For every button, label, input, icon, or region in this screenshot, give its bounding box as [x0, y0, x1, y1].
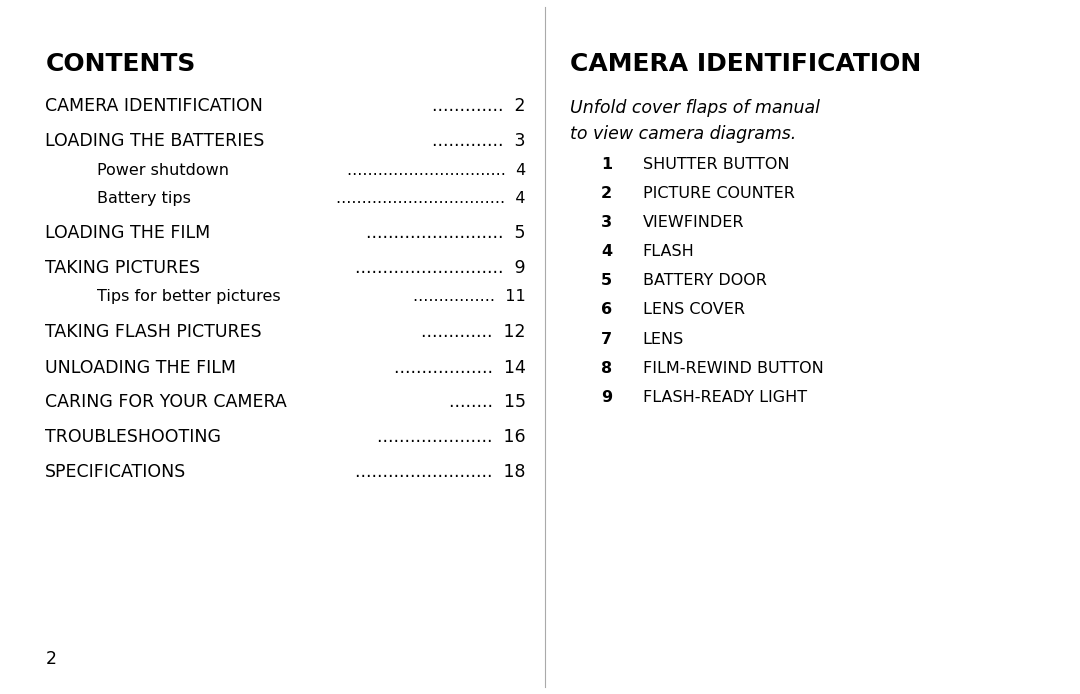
Text: 4: 4: [602, 244, 612, 259]
Text: CAMERA IDENTIFICATION: CAMERA IDENTIFICATION: [570, 52, 921, 76]
Text: 3: 3: [602, 215, 612, 230]
Text: ..................  14: .................. 14: [394, 359, 526, 377]
Text: SHUTTER BUTTON: SHUTTER BUTTON: [643, 157, 789, 171]
Text: .................................  4: ................................. 4: [337, 191, 526, 205]
Text: 1: 1: [602, 157, 612, 171]
Text: TAKING FLASH PICTURES: TAKING FLASH PICTURES: [45, 323, 262, 341]
Text: LENS COVER: LENS COVER: [643, 303, 744, 317]
Text: 5: 5: [602, 273, 612, 288]
Text: .............  12: ............. 12: [421, 323, 526, 341]
Text: 6: 6: [602, 303, 612, 317]
Text: TAKING PICTURES: TAKING PICTURES: [45, 259, 201, 277]
Text: BATTERY DOOR: BATTERY DOOR: [643, 273, 767, 288]
Text: TROUBLESHOOTING: TROUBLESHOOTING: [45, 428, 221, 446]
Text: LOADING THE FILM: LOADING THE FILM: [45, 224, 211, 242]
Text: LOADING THE BATTERIES: LOADING THE BATTERIES: [45, 132, 265, 150]
Text: ...........................  9: ........................... 9: [355, 259, 526, 277]
Text: Battery tips: Battery tips: [97, 191, 191, 205]
Text: FILM-REWIND BUTTON: FILM-REWIND BUTTON: [643, 361, 823, 375]
Text: ...............................  4: ............................... 4: [347, 163, 526, 178]
Text: PICTURE COUNTER: PICTURE COUNTER: [643, 186, 795, 201]
Text: 7: 7: [602, 332, 612, 346]
Text: Tips for better pictures: Tips for better pictures: [97, 289, 281, 304]
Text: CAMERA IDENTIFICATION: CAMERA IDENTIFICATION: [45, 97, 264, 115]
Text: 2: 2: [602, 186, 612, 201]
Text: VIEWFINDER: VIEWFINDER: [643, 215, 744, 230]
Text: SPECIFICATIONS: SPECIFICATIONS: [45, 464, 187, 482]
Text: 9: 9: [602, 390, 612, 405]
Text: LENS: LENS: [643, 332, 684, 346]
Text: .........................  5: ......................... 5: [366, 224, 526, 242]
Text: Power shutdown: Power shutdown: [97, 163, 229, 178]
Text: FLASH: FLASH: [643, 244, 694, 259]
Text: FLASH-READY LIGHT: FLASH-READY LIGHT: [643, 390, 807, 405]
Text: 8: 8: [602, 361, 612, 375]
Text: CONTENTS: CONTENTS: [45, 52, 195, 76]
Text: 2: 2: [45, 650, 56, 668]
Text: ................  11: ................ 11: [414, 289, 526, 304]
Text: UNLOADING THE FILM: UNLOADING THE FILM: [45, 359, 237, 377]
Text: Unfold cover flaps of manual: Unfold cover flaps of manual: [570, 99, 820, 117]
Text: .........................  18: ......................... 18: [355, 464, 526, 482]
Text: .............  2: ............. 2: [432, 97, 526, 115]
Text: .............  3: ............. 3: [432, 132, 526, 150]
Text: CARING FOR YOUR CAMERA: CARING FOR YOUR CAMERA: [45, 393, 287, 412]
Text: .....................  16: ..................... 16: [377, 428, 526, 446]
Text: ........  15: ........ 15: [449, 393, 526, 412]
Text: to view camera diagrams.: to view camera diagrams.: [570, 125, 796, 143]
